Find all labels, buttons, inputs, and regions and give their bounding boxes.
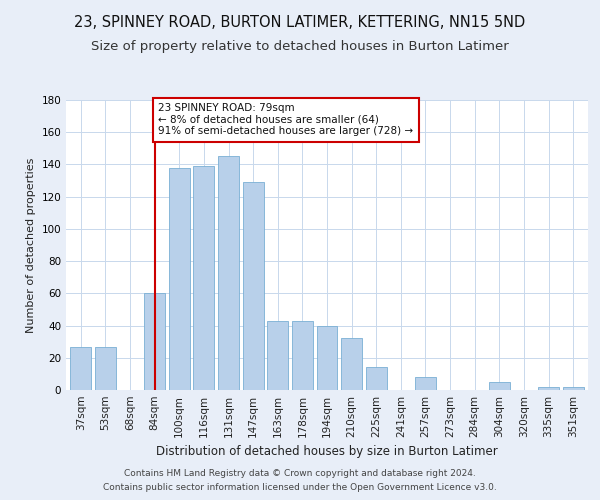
Bar xyxy=(415,377,436,390)
Bar xyxy=(144,294,165,390)
Bar xyxy=(317,326,337,390)
Bar xyxy=(366,368,387,390)
Bar xyxy=(95,346,116,390)
Text: Contains HM Land Registry data © Crown copyright and database right 2024.: Contains HM Land Registry data © Crown c… xyxy=(124,468,476,477)
Bar xyxy=(169,168,190,390)
Bar xyxy=(218,156,239,390)
Bar xyxy=(538,387,559,390)
Bar xyxy=(70,346,91,390)
Bar xyxy=(242,182,263,390)
Bar xyxy=(563,387,584,390)
Text: Contains public sector information licensed under the Open Government Licence v3: Contains public sector information licen… xyxy=(103,484,497,492)
X-axis label: Distribution of detached houses by size in Burton Latimer: Distribution of detached houses by size … xyxy=(156,446,498,458)
Text: Size of property relative to detached houses in Burton Latimer: Size of property relative to detached ho… xyxy=(91,40,509,53)
Bar xyxy=(193,166,214,390)
Bar xyxy=(292,320,313,390)
Text: 23, SPINNEY ROAD, BURTON LATIMER, KETTERING, NN15 5ND: 23, SPINNEY ROAD, BURTON LATIMER, KETTER… xyxy=(74,15,526,30)
Bar xyxy=(341,338,362,390)
Text: 23 SPINNEY ROAD: 79sqm
← 8% of detached houses are smaller (64)
91% of semi-deta: 23 SPINNEY ROAD: 79sqm ← 8% of detached … xyxy=(158,103,413,136)
Y-axis label: Number of detached properties: Number of detached properties xyxy=(26,158,36,332)
Bar xyxy=(489,382,510,390)
Bar xyxy=(267,320,288,390)
